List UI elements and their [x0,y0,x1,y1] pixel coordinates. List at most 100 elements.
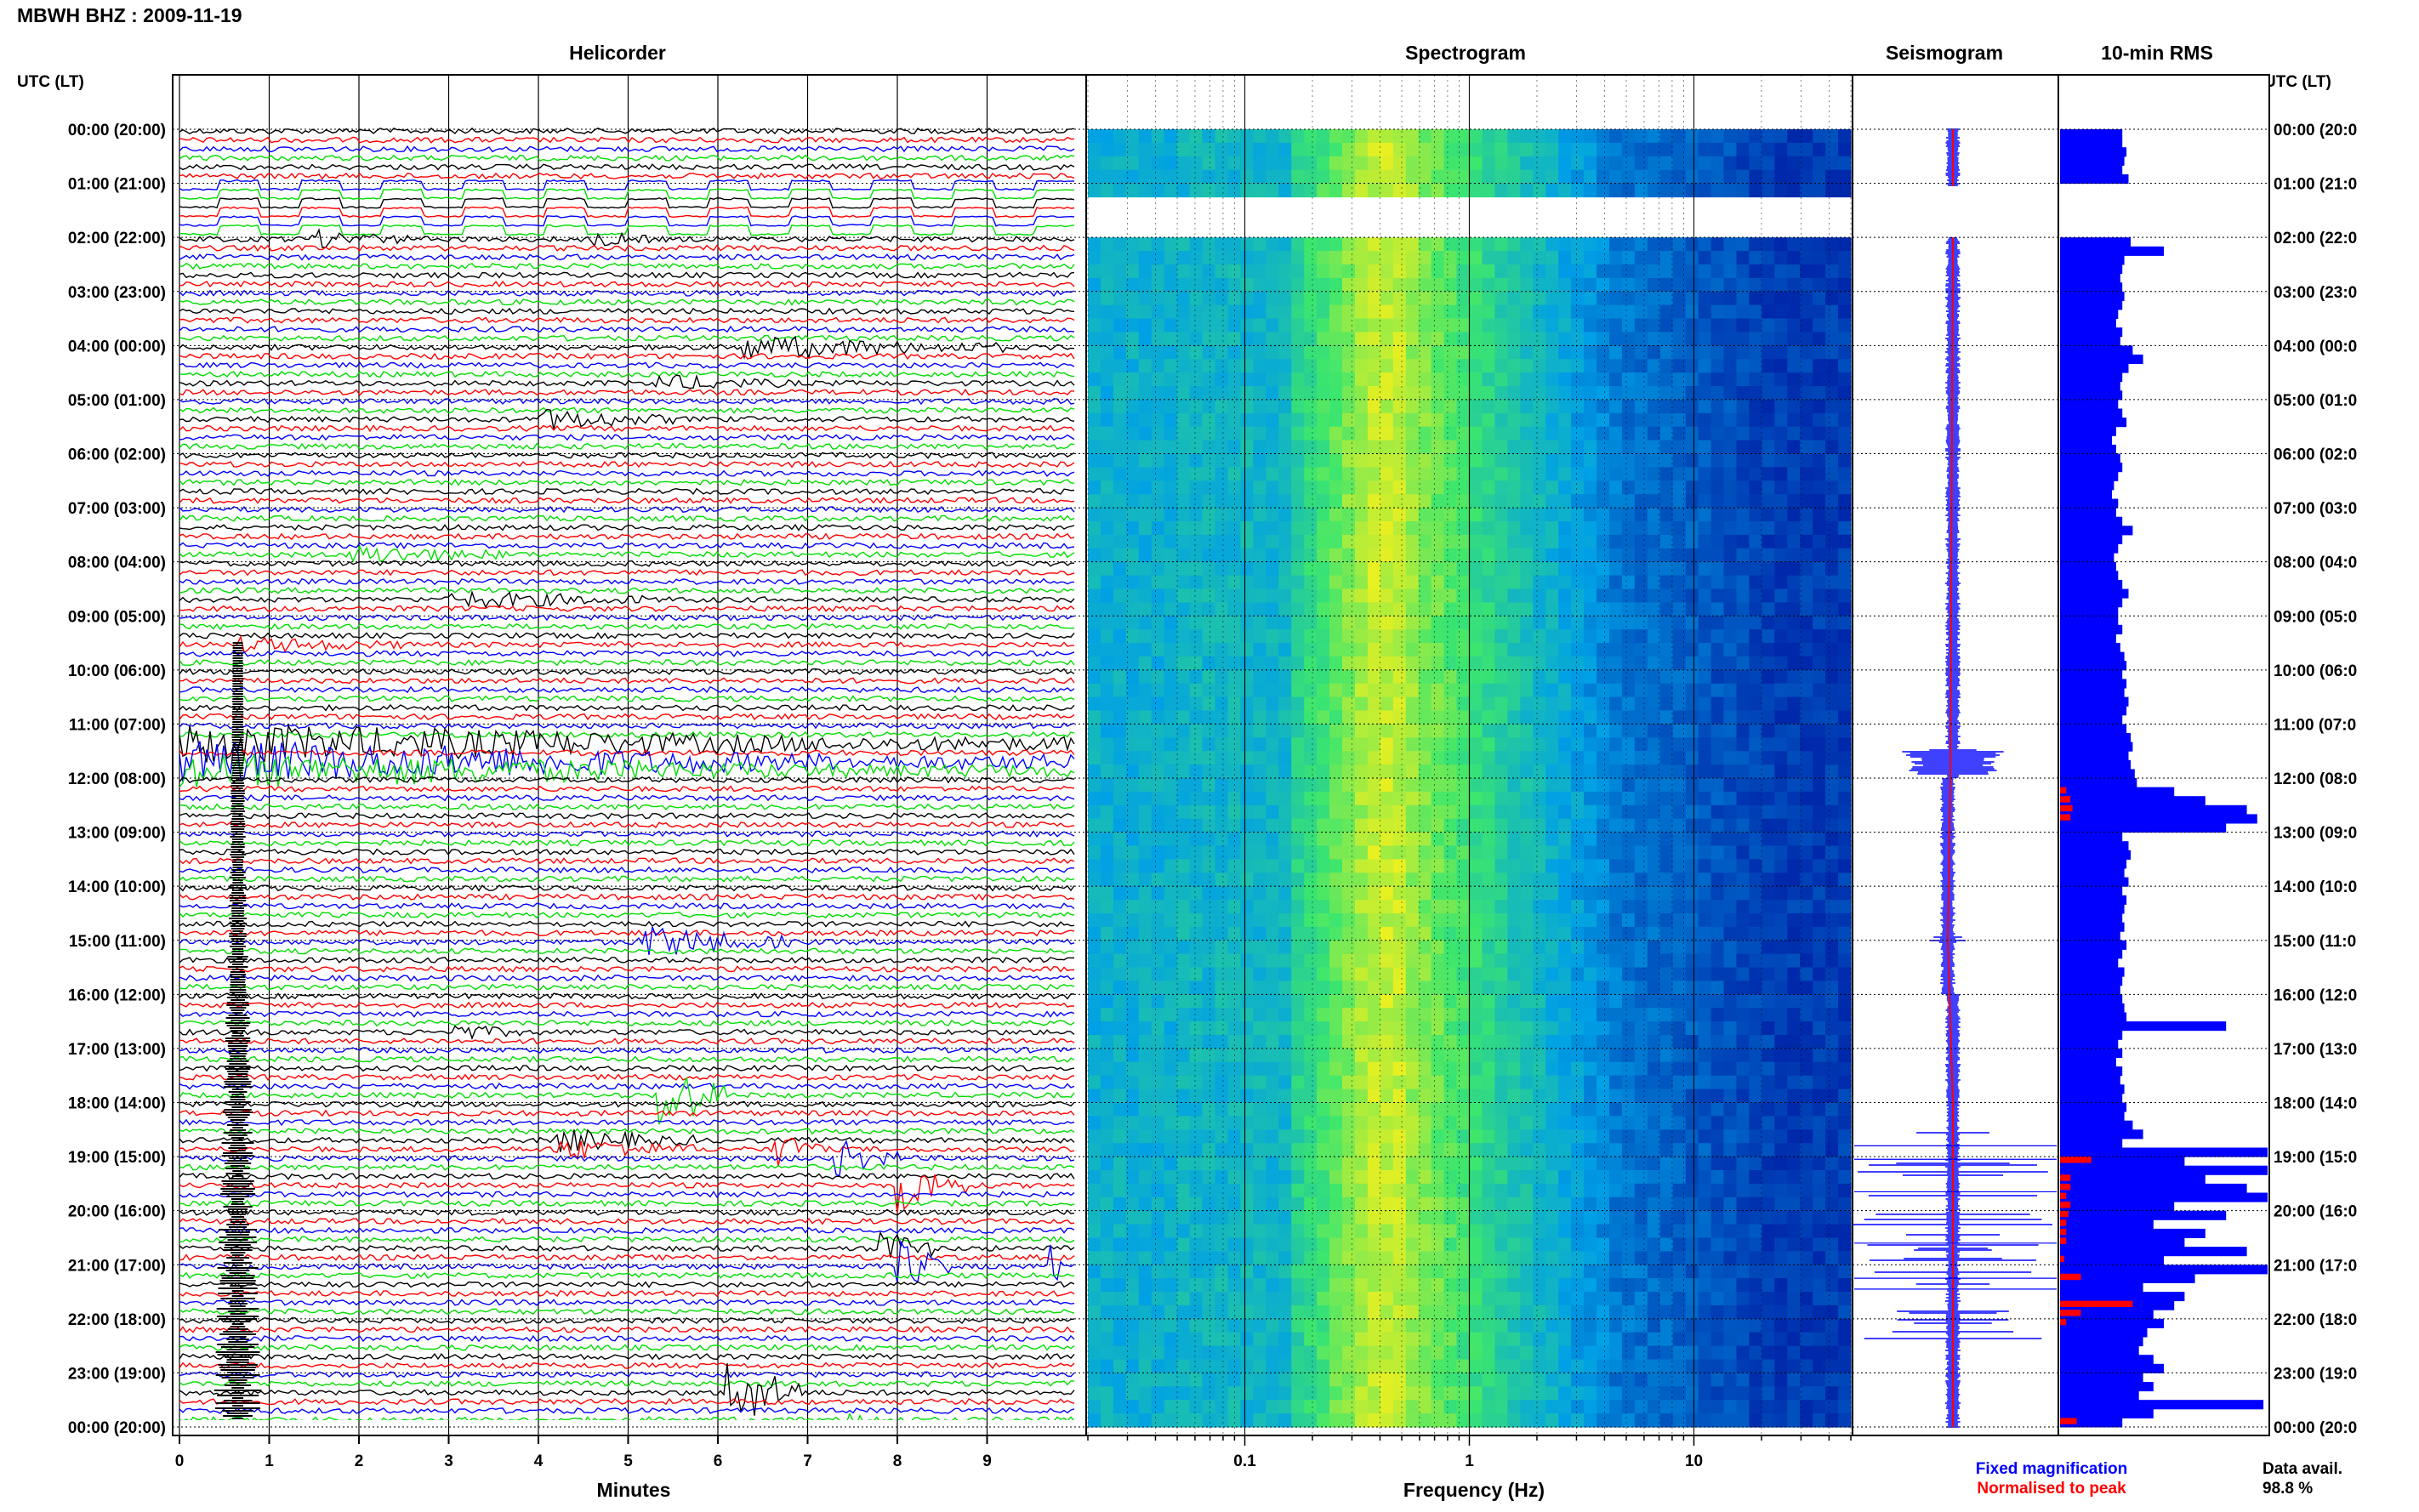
spectrogram-cell [1749,1224,1762,1239]
spectrogram-cell [1151,602,1165,617]
spectrogram-cell [1597,453,1610,468]
spectrogram-cell [1304,1102,1318,1117]
spectrogram-cell [1253,1224,1266,1239]
spectrogram-cell [1507,169,1521,185]
spectrogram-cell [1558,304,1572,320]
spectrogram-cell [1240,818,1254,833]
spectrogram-cell [1647,832,1661,847]
spectrogram-cell [1469,142,1483,157]
spectrogram-cell [1392,534,1407,549]
spectrogram-cell [1774,332,1788,346]
spectrogram-cell [1431,1157,1445,1171]
spectrogram-cell [1469,1143,1483,1157]
spectrogram-cell [1317,521,1330,536]
spectrogram-cell [1113,940,1127,955]
spectrogram-cell [1672,926,1687,941]
spectrogram-cell [1520,386,1534,401]
spectrogram-cell [1227,440,1242,455]
spectrogram-cell [1710,765,1725,779]
spectrogram-cell [1762,602,1775,617]
spectrogram-cell [1164,1183,1178,1198]
spectrogram-cell [1545,602,1559,617]
spectrogram-cell [1469,1157,1483,1171]
spectrogram-cell [1405,859,1420,873]
spectrogram-rows [1088,129,1852,1428]
spectrogram-cell [1151,575,1165,590]
spectrogram-cell [1418,710,1432,725]
spectrogram-cell [1215,575,1229,590]
spectrogram-cell [1597,142,1610,157]
spectrogram-cell [1533,886,1546,901]
spectrogram-cell [1240,304,1254,320]
spectrogram-cell [1304,169,1318,185]
spectrogram-cell [1787,1210,1801,1225]
spectrogram-cell [1571,710,1585,725]
spectrogram-cell [1355,1143,1369,1157]
spectrogram-cell [1838,765,1852,779]
helicorder-trace-row [179,1397,1075,1406]
spectrogram-cell [1125,953,1140,969]
spectrogram-cell [1621,683,1636,698]
spectrogram-cell [1838,359,1852,373]
spectrogram-cell [1278,467,1292,481]
spectrogram-cell [1240,345,1254,360]
spectrogram-cell [1723,440,1738,455]
spectrogram-cell [1101,332,1114,346]
spectrogram-cell [1749,1089,1762,1104]
spectrogram-cell [1813,859,1826,873]
helicorder-trace-row [179,196,1075,209]
spectrogram-cell [1597,426,1610,441]
spectrogram-cell [1418,129,1432,144]
spectrogram-cell [1736,142,1750,157]
spectrogram-cell [1597,480,1610,495]
spectrogram-cell [1215,683,1229,698]
spectrogram-cell [1597,534,1610,549]
spectrogram-cell [1825,791,1839,806]
spectrogram-cell [1317,765,1330,779]
spectrogram-cell [1494,440,1508,455]
spectrogram-cell [1392,426,1407,441]
spectrogram-cell [1774,467,1788,481]
spectrogram-cell [1659,332,1674,346]
spectrogram-cell [1774,575,1788,590]
spectrogram-cell [1253,616,1266,630]
spectrogram-cell [1584,994,1597,1009]
spectrogram-cell [1443,1224,1458,1239]
spectrogram-cell [1342,318,1356,333]
spectrogram-cell [1101,724,1114,738]
spectrogram-cell [1443,304,1458,320]
spectrogram-cell [1520,508,1534,522]
spectrogram-cell [1329,508,1343,522]
spectrogram-cell [1431,886,1445,901]
spectrogram-cell [1749,534,1762,549]
spectrogram-cell [1621,804,1636,820]
spectrogram-cell [1443,588,1458,603]
spectrogram-cell [1710,1102,1725,1117]
spectrogram-cell [1482,832,1496,847]
spectrogram-cell [1533,859,1546,873]
spectrogram-cell [1164,332,1178,346]
spectrogram-cell [1151,669,1165,685]
spectrogram-cell [1609,1089,1623,1104]
spectrogram-cell [1355,264,1369,279]
spectrogram-cell [1266,1224,1279,1239]
spectrogram-cell [1507,873,1521,887]
spectrogram-cell [1545,994,1559,1009]
helicorder-trace-row [179,188,1075,200]
spectrogram-cell [1469,237,1483,252]
spectrogram-cell [1392,1035,1407,1049]
spectrogram-cell [1621,386,1636,401]
spectrogram-cell [1621,656,1636,671]
spectrogram-cell [1749,710,1762,725]
spectrogram-cell [1647,710,1661,725]
spectrogram-cell [1456,399,1471,414]
spectrogram-cell [1202,521,1216,536]
spectrogram-cell [1367,629,1381,644]
spectrogram-cell [1558,751,1572,765]
spectrogram-cell [1659,453,1674,468]
spectrogram-cell [1189,588,1204,603]
spectrogram-cell [1164,994,1178,1009]
spectrogram-cell [1240,710,1254,725]
spectrogram-cell [1215,900,1229,914]
spectrogram-cell [1597,656,1610,671]
